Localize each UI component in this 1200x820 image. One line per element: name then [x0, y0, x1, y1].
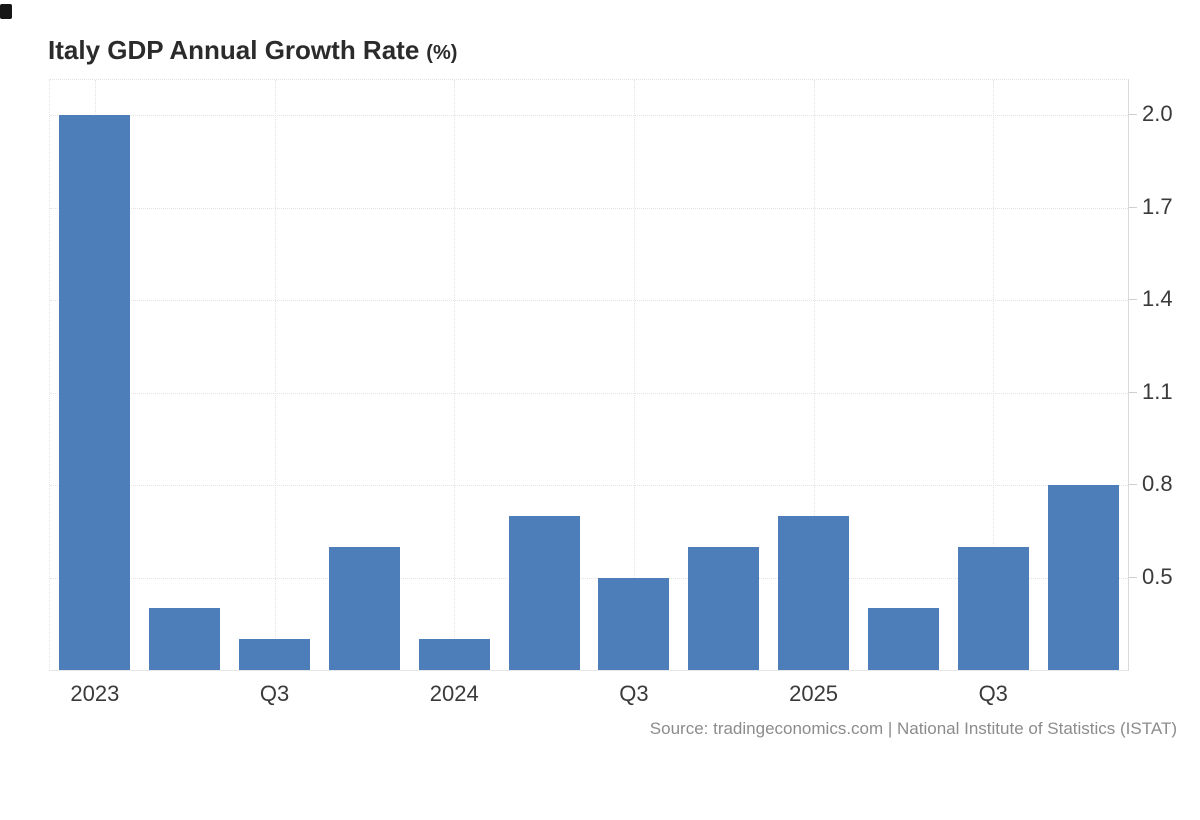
y-axis-label: 0.5 [1142, 563, 1173, 589]
y-tick-mark [1129, 484, 1137, 486]
chart-title: Italy GDP Annual Growth Rate (%) [48, 36, 457, 67]
y-axis-label: 2.0 [1142, 101, 1173, 127]
y-axis-label: 0.8 [1142, 471, 1173, 497]
bar-7[interactable] [688, 546, 760, 670]
chart-title-unit: (%) [426, 42, 458, 64]
corner-mark [0, 4, 12, 19]
bar-3[interactable] [328, 546, 400, 670]
v-gridline [274, 80, 276, 670]
v-gridline [993, 80, 995, 670]
bar-2[interactable] [239, 639, 311, 670]
y-axis-label: 1.4 [1142, 286, 1173, 312]
y-axis: 0.5 0.8 1.1 1.4 1.7 2.0 [1129, 79, 1199, 671]
x-axis-label: 2024 [429, 681, 479, 706]
v-gridline [454, 80, 456, 670]
x-axis-label: Q3 [978, 681, 1008, 706]
bar-10[interactable] [957, 546, 1029, 670]
h-gridline [50, 577, 1128, 579]
h-gridline [50, 392, 1128, 394]
x-axis-label: 2023 [70, 681, 120, 706]
h-gridline [50, 207, 1128, 209]
y-tick-mark [1129, 299, 1137, 301]
y-tick-mark [1129, 206, 1137, 208]
bar-0[interactable] [59, 115, 131, 670]
x-axis-label: Q3 [619, 681, 649, 706]
x-axis-label: 2025 [789, 681, 839, 706]
y-tick-mark [1129, 391, 1137, 393]
bar-9[interactable] [867, 608, 939, 670]
y-tick-mark [1129, 576, 1137, 578]
h-gridline [50, 300, 1128, 302]
v-gridline [633, 80, 635, 670]
bar-6[interactable] [598, 577, 670, 670]
y-axis-label: 1.1 [1142, 378, 1173, 404]
bar-11[interactable] [1047, 485, 1119, 670]
bar-4[interactable] [418, 639, 490, 670]
chart-title-text: Italy GDP Annual Growth Rate [48, 35, 420, 65]
h-gridline [50, 115, 1128, 117]
bar-1[interactable] [149, 608, 221, 670]
x-axis-label: Q3 [259, 681, 290, 706]
y-tick-mark [1129, 114, 1137, 116]
v-gridline [813, 80, 815, 670]
source-caption: Source: tradingeconomics.com | National … [649, 719, 1177, 738]
h-gridline [50, 485, 1128, 487]
bar-8[interactable] [778, 515, 850, 670]
y-axis-label: 1.7 [1142, 193, 1173, 219]
bar-5[interactable] [508, 515, 580, 670]
plot-area [49, 79, 1129, 671]
